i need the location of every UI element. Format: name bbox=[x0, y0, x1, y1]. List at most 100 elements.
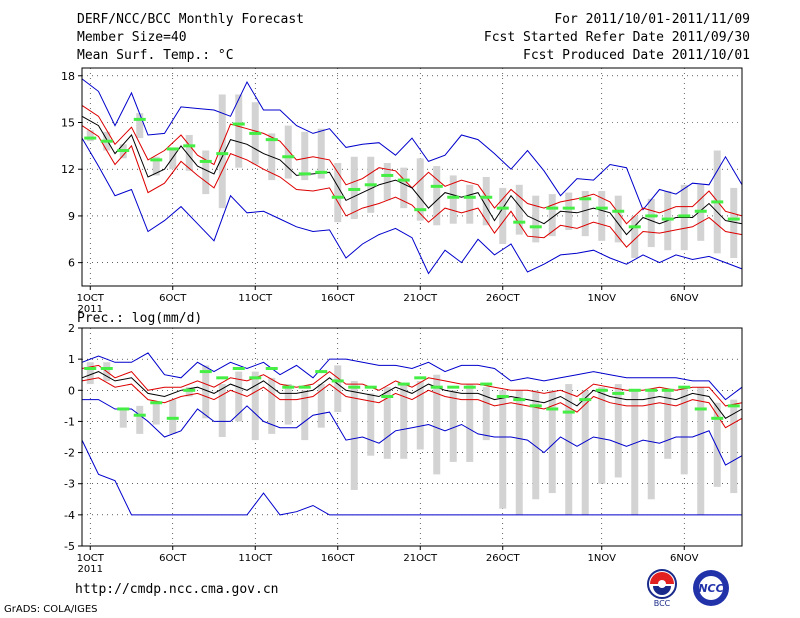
precipitation-member-range-bar bbox=[218, 384, 226, 437]
precipitation-member-range-bar bbox=[169, 399, 177, 434]
temperature-xtick-label: 16OCT bbox=[321, 293, 356, 304]
temperature-series-mean bbox=[81, 115, 743, 236]
temperature-xtick-label: 1OCT bbox=[77, 293, 105, 304]
bcc-logo-label: BCC bbox=[654, 599, 671, 608]
temperature-series-max bbox=[81, 78, 743, 211]
precipitation-member-range-bar bbox=[730, 399, 738, 494]
forecast-period: For 2011/10/01-2011/11/09 bbox=[554, 12, 750, 27]
precipitation-member-range-bar bbox=[202, 365, 210, 419]
precipitation-member-range-bar bbox=[367, 393, 375, 456]
precipitation-ytick-label: -2 bbox=[64, 447, 75, 460]
temperature-member-range-bar bbox=[202, 150, 210, 195]
precipitation-member-range-bar bbox=[86, 362, 94, 385]
precipitation-member-range-bar bbox=[713, 402, 721, 487]
variable-label: Mean Surf. Temp.: °C bbox=[77, 48, 234, 63]
precipitation-member-range-bar bbox=[416, 380, 424, 450]
source-url[interactable]: http://cmdp.ncc.cma.gov.cn bbox=[75, 582, 279, 597]
precipitation-xtick-label: 16OCT bbox=[321, 553, 356, 564]
temperature-member-range-bar bbox=[218, 94, 226, 209]
precipitation-member-range-bar bbox=[680, 387, 688, 475]
precipitation-ytick-label: 1 bbox=[68, 353, 75, 366]
precipitation-member-range-bar bbox=[317, 384, 325, 428]
temperature-member-range-bar bbox=[235, 94, 243, 168]
temperature-ytick-label: 9 bbox=[68, 210, 75, 223]
precipitation-member-range-bar bbox=[647, 390, 655, 500]
precipitation-ytick-label: 2 bbox=[68, 322, 75, 335]
temperature-member-range-bar bbox=[466, 184, 474, 224]
temperature-ytick-label: 12 bbox=[61, 163, 75, 176]
temperature-member-range-bar bbox=[614, 195, 622, 243]
temperature-member-range-bar bbox=[499, 187, 507, 244]
temperature-xtick-label: 6OCT bbox=[159, 293, 187, 304]
precipitation-member-range-bar bbox=[152, 402, 160, 425]
forecast-produced-date: Fcst Produced Date 2011/10/01 bbox=[523, 48, 750, 63]
precipitation-xtick-label: 6OCT bbox=[159, 553, 187, 564]
ncc-logo: NCC bbox=[688, 568, 734, 614]
precipitation-member-range-bar bbox=[581, 390, 589, 515]
precipitation-member-range-bar bbox=[565, 384, 573, 515]
temperature-member-range-bar bbox=[301, 131, 309, 181]
bcc-logo: BCC bbox=[640, 568, 684, 612]
temperature-member-range-bar bbox=[185, 134, 193, 171]
temperature-series-lower bbox=[81, 125, 743, 248]
temperature-member-range-bar bbox=[152, 156, 160, 176]
precipitation-title: Prec.: log(mm/d) bbox=[77, 311, 202, 326]
ncc-logo-label: NCC bbox=[698, 582, 723, 595]
temperature-member-range-bar bbox=[598, 191, 606, 241]
precipitation-member-range-bar bbox=[433, 374, 441, 475]
temperature-member-range-bar bbox=[548, 194, 556, 237]
temperature-xtick-sublabel: 2011 bbox=[78, 304, 103, 315]
temperature-member-range-bar bbox=[515, 184, 523, 235]
precipitation-member-range-bar bbox=[268, 377, 276, 434]
member-size-label: Member Size=40 bbox=[77, 30, 187, 45]
precipitation-member-range-bar bbox=[466, 384, 474, 462]
temperature-member-range-bar bbox=[284, 125, 292, 179]
precipitation-member-range-bar bbox=[334, 365, 342, 413]
temperature-member-range-bar bbox=[416, 158, 424, 221]
precipitation-series-bottom bbox=[81, 439, 742, 516]
temperature-member-range-bar bbox=[317, 128, 325, 179]
temperature-xtick-label: 1NOV bbox=[588, 293, 617, 304]
temperature-xtick-label: 21OCT bbox=[403, 293, 438, 304]
precipitation-ytick-label: -4 bbox=[64, 509, 75, 522]
precipitation-member-range-bar bbox=[449, 390, 457, 462]
precipitation-member-range-bar bbox=[664, 390, 672, 459]
precipitation-member-range-bar bbox=[697, 387, 705, 515]
precipitation-member-range-bar bbox=[350, 380, 358, 490]
precipitation-xtick-label: 1NOV bbox=[588, 553, 617, 564]
temperature-ytick-label: 15 bbox=[61, 117, 75, 130]
precipitation-member-range-bar bbox=[515, 390, 523, 515]
precipitation-member-range-bar bbox=[499, 390, 507, 509]
temperature-ytick-label: 18 bbox=[61, 70, 75, 83]
temperature-member-range-bar bbox=[433, 166, 441, 226]
precipitation-member-range-bar bbox=[383, 387, 391, 459]
precipitation-ytick-label: -3 bbox=[64, 478, 75, 491]
precipitation-member-range-bar bbox=[482, 387, 490, 441]
precipitation-xtick-label: 1OCT bbox=[77, 553, 105, 564]
temperature-ytick-label: 6 bbox=[68, 257, 75, 270]
temperature-member-range-bar bbox=[532, 195, 540, 243]
temperature-member-range-bar bbox=[565, 192, 573, 230]
precipitation-member-range-bar bbox=[185, 387, 193, 397]
temperature-member-range-bar bbox=[482, 177, 490, 226]
precipitation-xtick-label: 11OCT bbox=[238, 553, 273, 564]
precipitation-member-range-bar bbox=[598, 387, 606, 484]
precipitation-member-range-bar bbox=[235, 371, 243, 422]
precipitation-series-mean bbox=[81, 371, 743, 419]
precipitation-member-range-bar bbox=[400, 384, 408, 459]
temperature-member-range-bar bbox=[86, 130, 94, 142]
temperature-xtick-label: 26OCT bbox=[486, 293, 521, 304]
precipitation-ytick-label: -5 bbox=[64, 540, 75, 553]
temperature-member-range-bar bbox=[400, 167, 408, 209]
precipitation-member-range-bar bbox=[631, 390, 639, 515]
temperature-member-range-bar bbox=[383, 162, 391, 201]
temperature-series-min bbox=[81, 137, 743, 275]
temperature-member-range-bar bbox=[350, 156, 358, 220]
precipitation-member-range-bar bbox=[284, 384, 292, 425]
temperature-plot-frame bbox=[81, 67, 743, 287]
precipitation-member-range-bar bbox=[251, 371, 259, 441]
precipitation-member-range-bar bbox=[119, 408, 127, 428]
temperature-member-range-bar bbox=[647, 198, 655, 248]
